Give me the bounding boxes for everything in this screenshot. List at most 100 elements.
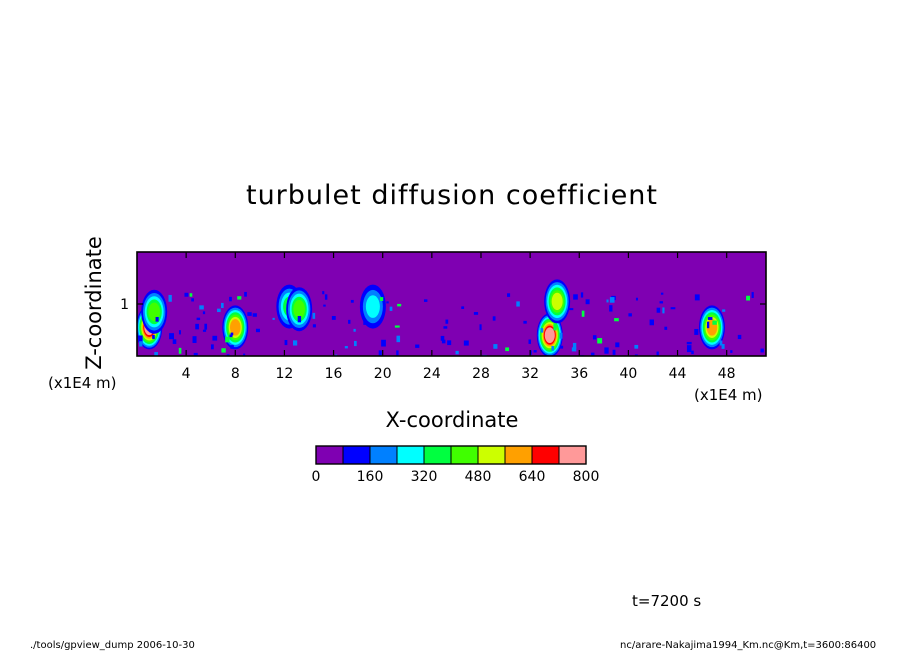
speckle xyxy=(247,312,252,316)
speckle xyxy=(389,306,393,311)
speckle xyxy=(551,345,555,351)
heatmap-feature-1 xyxy=(141,289,168,334)
speckle xyxy=(585,299,590,305)
colorbar-tick-label: 160 xyxy=(357,469,384,485)
speckle xyxy=(580,292,584,298)
speckle xyxy=(221,302,224,309)
speckle xyxy=(394,325,400,328)
speckle xyxy=(479,324,482,331)
heatmap-feature-4 xyxy=(286,287,313,332)
speckle xyxy=(168,294,172,302)
speckle xyxy=(324,294,328,300)
colorbar-swatch xyxy=(558,445,587,465)
speckle xyxy=(746,295,751,301)
speckle xyxy=(604,347,609,354)
speckle xyxy=(707,317,713,320)
heatmap-speckles xyxy=(138,291,764,356)
speckle xyxy=(614,318,619,322)
speckle xyxy=(178,330,181,335)
colorbar-swatch xyxy=(531,445,560,465)
axes: 4 8 12 16 20 24 28 32 36 40 44 481 xyxy=(120,251,767,382)
speckle xyxy=(378,350,382,356)
speckle xyxy=(553,323,557,331)
speckle xyxy=(323,304,326,307)
x-tick-label: 12 xyxy=(276,366,294,382)
speckle xyxy=(172,339,177,344)
speckle xyxy=(737,334,742,340)
speckle xyxy=(751,292,754,298)
colorbar-swatch xyxy=(477,445,506,465)
speckle xyxy=(386,301,389,304)
speckle xyxy=(415,344,420,348)
time-label: t=7200 s xyxy=(632,592,702,610)
y-axis-unit: (x1E4 m) xyxy=(48,374,117,392)
speckle xyxy=(649,319,654,326)
speckle xyxy=(322,291,325,295)
speckle xyxy=(178,347,182,354)
colorbar-tick-label: 0 xyxy=(312,469,321,485)
colorbar-swatch xyxy=(450,445,479,465)
speckle xyxy=(379,297,384,302)
colorbar-tick-label: 800 xyxy=(573,469,600,485)
colorbar-swatch xyxy=(369,445,398,465)
speckle xyxy=(381,339,386,347)
colorbar: 0 160 320 480 640 800 xyxy=(312,445,600,485)
speckle xyxy=(461,306,465,309)
contour-level xyxy=(544,327,555,343)
speckle xyxy=(540,328,544,333)
speckle xyxy=(229,296,232,302)
speckle xyxy=(656,351,659,356)
contour-level xyxy=(148,302,160,321)
speckle xyxy=(312,312,316,319)
speckle xyxy=(396,335,401,343)
heatmap-feature-2 xyxy=(222,305,249,350)
x-tick-label: 24 xyxy=(423,366,441,382)
speckle xyxy=(243,353,246,356)
speckle xyxy=(138,335,143,343)
contour-level xyxy=(365,295,380,318)
speckle xyxy=(634,344,639,349)
speckle xyxy=(455,350,459,355)
speckle xyxy=(662,307,665,314)
speckle xyxy=(297,316,302,323)
speckle xyxy=(507,293,511,297)
speckle xyxy=(528,339,532,344)
speckle xyxy=(516,301,520,307)
speckle xyxy=(348,319,351,324)
speckle xyxy=(591,352,595,356)
speckle xyxy=(212,335,218,341)
speckle xyxy=(272,317,275,320)
speckle xyxy=(592,335,597,340)
contour-level xyxy=(229,319,241,336)
speckle xyxy=(597,338,603,344)
speckle xyxy=(443,326,448,329)
speckle xyxy=(615,342,620,348)
speckle xyxy=(244,291,247,297)
x-tick-label: 48 xyxy=(718,366,736,382)
speckle xyxy=(396,350,399,356)
y-tick-label: 1 xyxy=(120,297,129,313)
plot-area xyxy=(137,252,766,356)
x-tick-label: 36 xyxy=(570,366,588,382)
x-tick-label: 4 xyxy=(182,366,191,382)
speckle xyxy=(686,341,692,345)
chart-title: turbulet diffusion coefficient xyxy=(245,180,659,211)
speckle xyxy=(344,346,348,349)
x-tick-label: 40 xyxy=(619,366,637,382)
speckle xyxy=(397,303,402,307)
speckle xyxy=(184,292,189,297)
speckle xyxy=(559,345,564,349)
speckle xyxy=(559,332,563,339)
speckle xyxy=(225,336,230,343)
speckle xyxy=(492,316,496,321)
x-tick-label: 16 xyxy=(325,366,343,382)
colorbar-swatch xyxy=(396,445,425,465)
speckle xyxy=(210,344,214,350)
speckle xyxy=(635,297,639,301)
speckle xyxy=(573,294,578,300)
speckle xyxy=(217,308,221,313)
speckle xyxy=(660,292,664,295)
colorbar-tick-label: 320 xyxy=(411,469,438,485)
speckle xyxy=(721,343,725,349)
speckle xyxy=(293,340,298,346)
